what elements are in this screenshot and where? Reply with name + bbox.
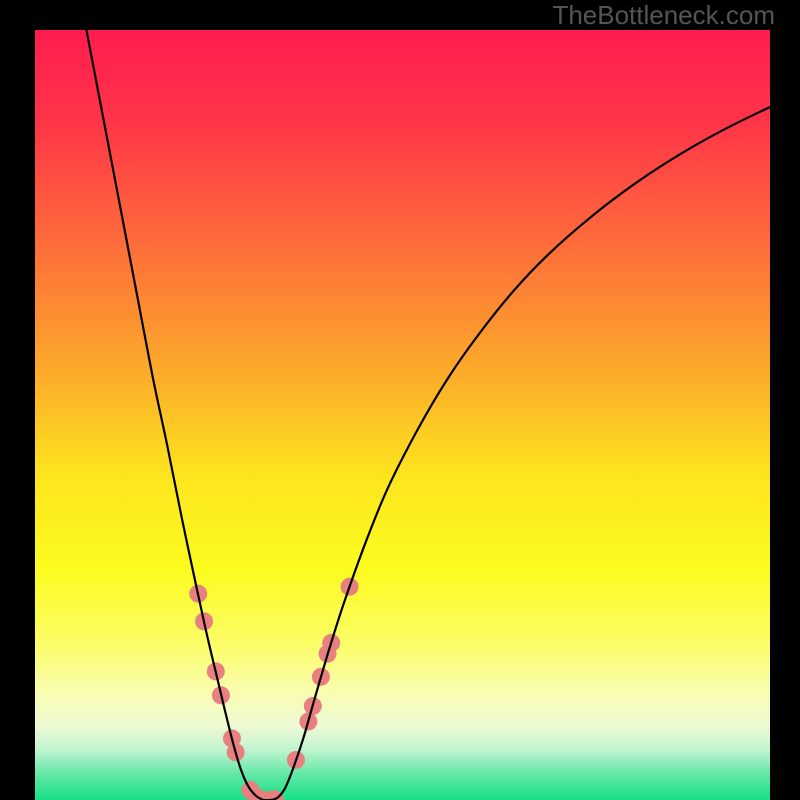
curve-left [86, 30, 262, 800]
chart-container: TheBottleneck.com [0, 0, 800, 800]
curve-right [263, 107, 770, 800]
curve-layer [35, 30, 770, 800]
plot-area [35, 30, 770, 800]
watermark-text: TheBottleneck.com [552, 0, 775, 31]
